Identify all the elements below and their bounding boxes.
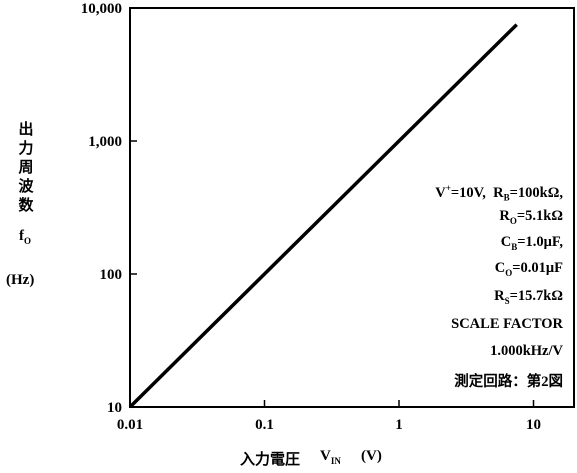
- ylabel-unit: (Hz): [6, 272, 35, 288]
- annotation-cb: CB=1.0μF,: [500, 234, 563, 252]
- y-tick-label: 100: [100, 267, 123, 283]
- x-tick-label: 1: [395, 417, 403, 433]
- x-tick-label: 0.1: [255, 417, 274, 433]
- ylabel-char: 波: [18, 179, 34, 195]
- xlabel-text: 入力電圧: [240, 452, 301, 468]
- annotation-scale-factor-value: 1.000kHz/V: [490, 343, 563, 359]
- ylabel-char: 数: [18, 198, 34, 214]
- y-tick-label: 1,000: [88, 134, 122, 150]
- annotation-rs: RS=15.7kΩ: [494, 288, 563, 306]
- annotation-ro: RO=5.1kΩ: [499, 208, 563, 226]
- annotation-measurement-circuit: 測定回路：第2図: [454, 374, 563, 390]
- x-tick-label: 0.01: [117, 417, 143, 433]
- ylabel-char: 周: [18, 160, 34, 176]
- ylabel-symbol: fO: [19, 228, 32, 246]
- y-tick-label: 10,000: [81, 1, 122, 17]
- ylabel-char: 出: [18, 122, 34, 138]
- series-line: [128, 23, 518, 409]
- annotation-scale-factor-label: SCALE FACTOR: [451, 316, 563, 332]
- x-tick-label: 10: [526, 417, 541, 433]
- xlabel-symbol: VIN: [320, 448, 341, 466]
- y-tick-label: 10: [107, 400, 122, 416]
- annotation-co: CO=0.01μF: [494, 260, 563, 278]
- annotation-supply: V+=10V, RB=100kΩ,: [435, 183, 563, 203]
- ylabel-char: 力: [18, 141, 34, 157]
- xlabel-unit: (V): [361, 448, 382, 464]
- plot-frame: [129, 7, 575, 408]
